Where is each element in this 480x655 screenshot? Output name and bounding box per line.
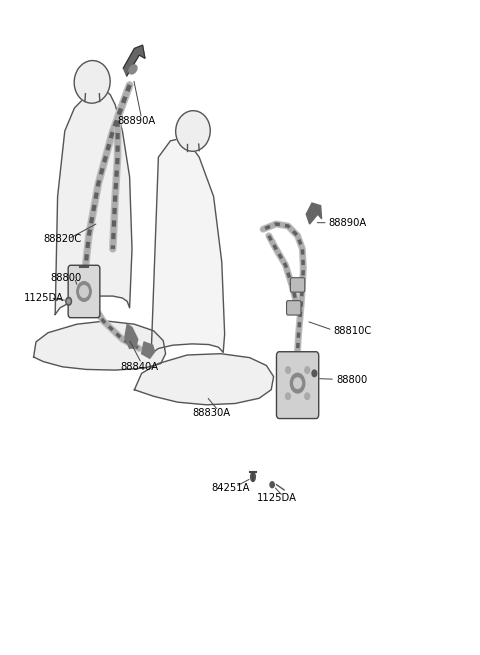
Text: 84251A: 84251A — [211, 483, 250, 493]
Text: 88840A: 88840A — [120, 362, 158, 372]
Ellipse shape — [129, 65, 137, 74]
Ellipse shape — [176, 111, 210, 151]
Text: 1125DA: 1125DA — [257, 493, 297, 503]
FancyBboxPatch shape — [276, 352, 319, 419]
Ellipse shape — [286, 367, 290, 373]
Ellipse shape — [305, 367, 310, 373]
Ellipse shape — [66, 297, 72, 305]
Ellipse shape — [294, 378, 301, 388]
Text: 1125DA: 1125DA — [24, 293, 64, 303]
Ellipse shape — [312, 370, 317, 377]
Polygon shape — [123, 45, 145, 76]
Text: 88810C: 88810C — [334, 326, 372, 336]
Polygon shape — [34, 321, 166, 370]
Ellipse shape — [77, 282, 91, 301]
Polygon shape — [151, 138, 225, 354]
FancyBboxPatch shape — [290, 278, 305, 292]
Polygon shape — [125, 324, 138, 348]
Text: 88820C: 88820C — [43, 234, 82, 244]
Ellipse shape — [80, 286, 88, 297]
FancyBboxPatch shape — [287, 301, 301, 315]
Polygon shape — [55, 90, 132, 314]
Ellipse shape — [286, 393, 290, 400]
Polygon shape — [134, 354, 274, 405]
Polygon shape — [142, 342, 155, 358]
Ellipse shape — [67, 299, 70, 303]
Text: 88830A: 88830A — [192, 407, 230, 418]
Text: 88800: 88800 — [50, 273, 82, 284]
Text: 88890A: 88890A — [329, 217, 367, 228]
Ellipse shape — [74, 60, 110, 103]
FancyBboxPatch shape — [68, 265, 100, 318]
Text: 88890A: 88890A — [118, 116, 156, 126]
Text: 88800: 88800 — [336, 375, 367, 385]
Ellipse shape — [270, 482, 275, 487]
Ellipse shape — [251, 472, 255, 481]
Ellipse shape — [305, 393, 310, 400]
Polygon shape — [306, 203, 322, 224]
Ellipse shape — [290, 373, 305, 393]
